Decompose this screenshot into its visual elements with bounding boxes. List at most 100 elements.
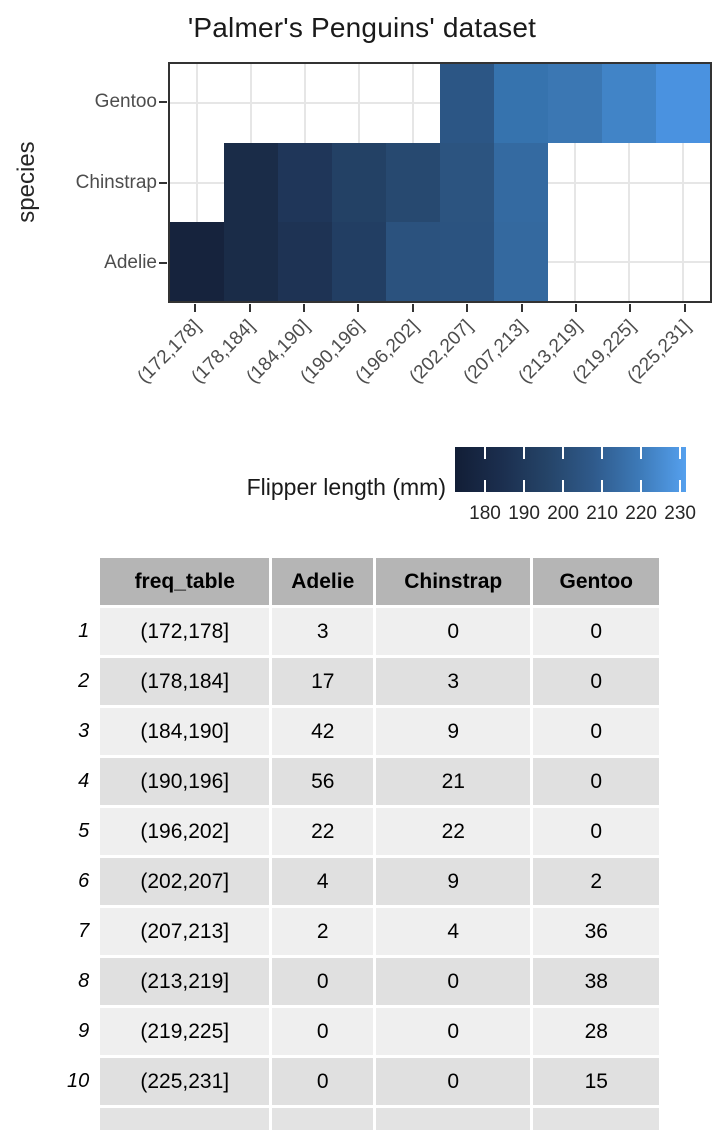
table-cell: (213,219] (100, 958, 270, 1005)
table-cell: 0 (533, 758, 660, 805)
colorbar-tick-label: 210 (586, 503, 618, 524)
x-tick-mark (683, 304, 686, 312)
colorbar-tick (601, 480, 604, 492)
table-cell: 0 (533, 808, 660, 855)
header-row: freq_table Adelie Chinstrap Gentoo (57, 558, 660, 605)
colorbar-tick-label: 180 (469, 503, 501, 524)
colorbar-tick-label: 230 (664, 503, 696, 524)
table-cell: (172,178] (100, 608, 270, 655)
freq-table-wrap: freq_table Adelie Chinstrap Gentoo 1 (172,17… (54, 555, 662, 1133)
heatmap-tile (170, 221, 224, 301)
heatmap-tile (656, 64, 710, 143)
row-number: 6 (78, 870, 90, 892)
x-tick-mark (303, 304, 305, 312)
header-corner (57, 558, 97, 605)
table-cell: 0 (533, 658, 660, 705)
table-cell: (219,225] (100, 1008, 270, 1055)
table-cell: 0 (376, 1058, 531, 1105)
colorbar-tick (562, 447, 565, 459)
colorbar-tick (640, 480, 643, 492)
x-tick-mark (466, 304, 469, 312)
table-cell: (202,207] (100, 858, 270, 905)
table-row: 10 (225,231] 0 0 15 (57, 1058, 660, 1105)
heatmap-tile (494, 221, 548, 301)
table-cell: 0 (376, 958, 531, 1005)
row-number: 5 (78, 820, 90, 842)
y-tick-mark (159, 261, 167, 264)
table-cell: 21 (376, 758, 531, 805)
table-row-partial (57, 1108, 660, 1130)
table-cell: 0 (376, 608, 531, 655)
table-row: 8 (213,219] 0 0 38 (57, 958, 660, 1005)
table-cell: 2 (272, 908, 374, 955)
legend-title: Flipper length (mm) (246, 474, 446, 500)
y-tick-mark (159, 101, 167, 104)
table-cell: 0 (272, 1008, 374, 1055)
heatmap-tile (602, 64, 656, 143)
table-cell: 9 (376, 858, 531, 905)
row-number: 10 (67, 1070, 90, 1092)
table-row: 7 (207,213] 2 4 36 (57, 908, 660, 955)
table-cell (100, 1108, 270, 1130)
x-tick-mark (411, 304, 414, 312)
table-cell: 0 (376, 1008, 531, 1055)
table-row: 4 (190,196] 56 21 0 (57, 758, 660, 805)
heatmap-tile (440, 142, 494, 222)
table-cell: 38 (533, 958, 660, 1005)
y-tick-label: Gentoo (94, 91, 157, 113)
table-cell: (225,231] (100, 1058, 270, 1105)
freq-table-body: 1 (172,178] 3 0 0 2 (178,184] 17 3 0 3 (184,190] 42 9… (57, 608, 660, 1130)
table-cell: 0 (533, 608, 660, 655)
x-tick-mark (194, 304, 197, 312)
table-cell: 22 (376, 808, 531, 855)
colorbar-tick (640, 447, 643, 459)
table-cell: 4 (376, 908, 531, 955)
y-axis-title: species (13, 141, 40, 223)
table-row: 9 (219,225] 0 0 28 (57, 1008, 660, 1055)
table-cell: (190,196] (100, 758, 270, 805)
heatmap-tile (224, 221, 278, 301)
x-tick-mark (520, 304, 523, 312)
colorbar-tick-label: 200 (547, 503, 579, 524)
heatmap-tile (386, 142, 440, 222)
freq-table-header: freq_table Adelie Chinstrap Gentoo (57, 558, 660, 605)
table-cell: 0 (533, 708, 660, 755)
table-cell: 3 (272, 608, 374, 655)
table-row: 1 (172,178] 3 0 0 (57, 608, 660, 655)
column-header-adelie: Adelie (272, 558, 374, 605)
row-number: 8 (78, 970, 90, 992)
heatmap-tile (494, 142, 548, 222)
colorbar-tick (484, 480, 487, 492)
y-tick-label: Adelie (104, 251, 157, 273)
table-cell: 15 (533, 1058, 660, 1105)
table-cell: (196,202] (100, 808, 270, 855)
heatmap-tile (548, 64, 602, 143)
row-number: 4 (78, 770, 90, 792)
x-tick-mark (629, 304, 632, 312)
table-cell (533, 1108, 660, 1130)
colorbar-tick (523, 447, 526, 459)
heatmap-tile (332, 142, 386, 222)
table-cell: 42 (272, 708, 374, 755)
heatmap-tile (332, 221, 386, 301)
colorbar-tick-label: 220 (625, 503, 657, 524)
colorbar-tick (679, 480, 682, 492)
table-cell: 0 (272, 1058, 374, 1105)
table-cell: 22 (272, 808, 374, 855)
heatmap-tile (440, 64, 494, 143)
x-tick-mark (357, 304, 360, 312)
table-row: 5 (196,202] 22 22 0 (57, 808, 660, 855)
heatmap-tile (386, 221, 440, 301)
x-tick-mark (575, 304, 577, 312)
table-row: 2 (178,184] 17 3 0 (57, 658, 660, 705)
row-number: 2 (78, 670, 90, 692)
colorbar-tick (484, 447, 487, 459)
heatmap-tile (278, 221, 332, 301)
table-cell (376, 1108, 531, 1130)
table-cell: 56 (272, 758, 374, 805)
column-header-freq_table: freq_table (100, 558, 270, 605)
colorbar-tick (601, 447, 604, 459)
heatmap-panel (168, 62, 712, 303)
colorbar-tick (679, 447, 682, 459)
row-number: 3 (78, 720, 90, 742)
